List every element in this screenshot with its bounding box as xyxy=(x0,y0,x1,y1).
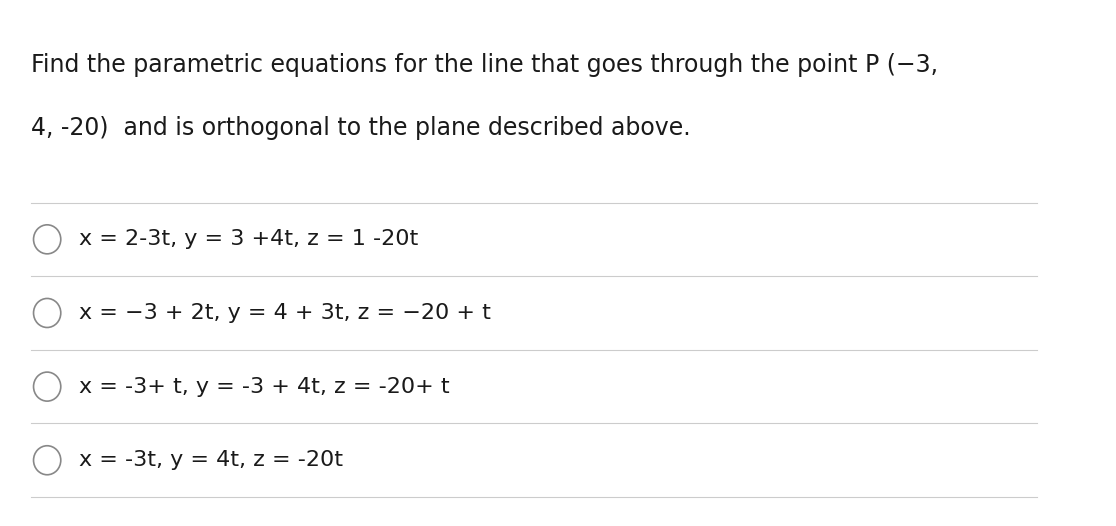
Text: Find the parametric equations for the line that goes through the point P (−3,: Find the parametric equations for the li… xyxy=(31,53,939,77)
Text: x = -3+ t, y = -3 + 4t, z = -20+ t: x = -3+ t, y = -3 + 4t, z = -20+ t xyxy=(78,377,450,397)
Text: x = -3t, y = 4t, z = -20t: x = -3t, y = 4t, z = -20t xyxy=(78,450,343,470)
Text: 4, -20)  and is orthogonal to the plane described above.: 4, -20) and is orthogonal to the plane d… xyxy=(31,116,691,140)
Text: x = −3 + 2t, y = 4 + 3t, z = −20 + t: x = −3 + 2t, y = 4 + 3t, z = −20 + t xyxy=(78,303,490,323)
Text: x = 2-3t, y = 3 +4t, z = 1 -20t: x = 2-3t, y = 3 +4t, z = 1 -20t xyxy=(78,229,417,249)
